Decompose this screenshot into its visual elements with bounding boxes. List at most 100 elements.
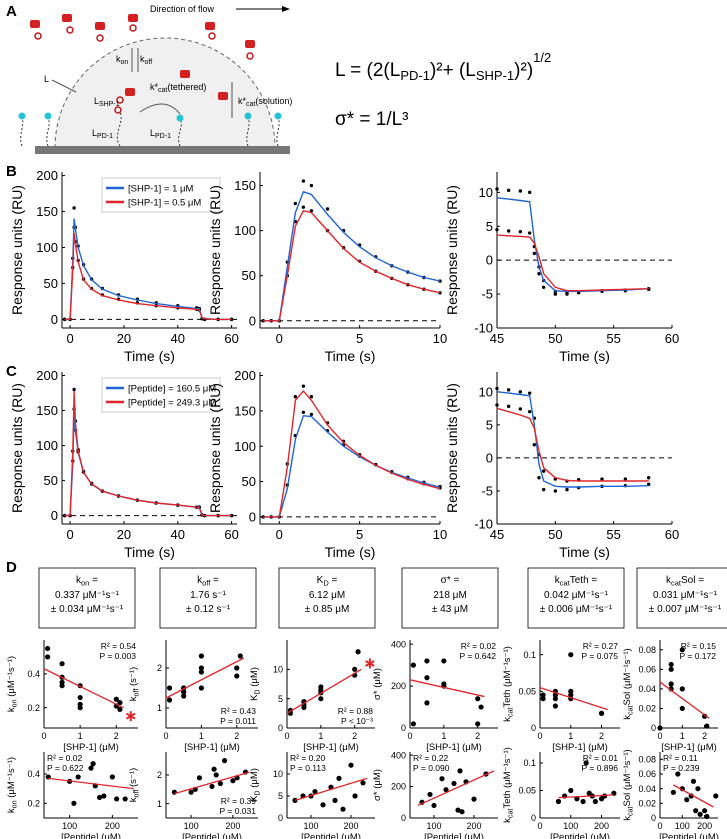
header-line: 0.042 μM⁻¹s⁻¹ xyxy=(544,590,609,601)
data-point xyxy=(537,272,541,276)
sym: k xyxy=(128,696,139,701)
rich-label: σ* = xyxy=(441,575,460,586)
x-axis-label: Time (s) xyxy=(124,348,175,364)
data-point xyxy=(471,796,477,802)
significance-star xyxy=(125,711,136,722)
x-tick-label: 200 xyxy=(225,821,240,831)
header-line: 0.031 μM⁻¹s⁻¹ xyxy=(653,590,718,601)
x-tick-label: 0 xyxy=(657,821,662,831)
data-point xyxy=(424,700,430,706)
sub: D xyxy=(254,689,262,694)
y-tick-label: 0.4 xyxy=(27,669,40,679)
data-point xyxy=(318,696,324,702)
header-box xyxy=(159,567,257,629)
data-point xyxy=(702,808,708,814)
x-tick-label: 2 xyxy=(234,731,239,741)
data-point xyxy=(541,285,546,290)
sym: L xyxy=(92,128,97,138)
data-point xyxy=(565,487,569,492)
data-point xyxy=(122,796,128,802)
fit-statistic: P = 0.011 xyxy=(220,716,256,726)
fit-statistic: R² = 0.39 xyxy=(221,796,256,806)
data-point xyxy=(348,762,354,768)
header-line: 218 μM xyxy=(433,590,467,601)
x-tick-label: 1 xyxy=(318,731,323,741)
data-point xyxy=(198,653,204,659)
data-point xyxy=(198,665,204,671)
x-tick-label: 20 xyxy=(117,527,131,542)
data-point xyxy=(293,201,298,206)
koff-label: koff xyxy=(140,54,152,66)
sub: D xyxy=(254,790,262,795)
y-tick-label: 100 xyxy=(234,439,256,454)
sym: k xyxy=(6,707,17,712)
sym: σ* (μM) xyxy=(372,769,383,801)
data-point xyxy=(527,190,532,195)
fit-line xyxy=(263,390,441,518)
data-point xyxy=(171,789,177,795)
y-tick-label: 150 xyxy=(234,178,256,193)
sub: on xyxy=(11,699,19,707)
data-point xyxy=(684,797,690,803)
y-tick-label: 0.04 xyxy=(638,784,656,794)
sub: cat xyxy=(507,708,515,718)
l-pd1-label: LPD-1 xyxy=(92,128,113,140)
fit-line xyxy=(496,407,649,482)
data-point xyxy=(114,796,120,802)
fit-statistic: P = 0.003 xyxy=(100,651,137,661)
y-tick-label: 0 xyxy=(401,813,406,823)
data-point xyxy=(301,179,306,183)
sym: k xyxy=(622,715,633,720)
sym: σ* xyxy=(441,575,451,586)
data-point xyxy=(679,705,685,712)
x-tick-label: 50 xyxy=(548,331,562,346)
data-point xyxy=(301,410,306,414)
flow-label: Direction of flow xyxy=(150,4,215,14)
y-tick-label: 50 xyxy=(44,276,58,291)
data-point xyxy=(181,689,187,695)
sub: cat xyxy=(627,705,635,715)
sub: cat xyxy=(158,87,167,94)
header-line: ± 0.007 μM⁻¹s⁻¹ xyxy=(649,604,722,615)
panel-label: C xyxy=(6,363,17,380)
header-line: ± 0.006 μM⁻¹s⁻¹ xyxy=(540,604,613,615)
eq: = xyxy=(210,575,219,586)
x-tick-label: 1 xyxy=(441,731,446,741)
rich-label: kcatTeth (μM⁻¹s⁻¹) xyxy=(502,646,515,722)
y-tick-label: 0.08 xyxy=(638,754,656,764)
rest: Sol (μM⁻¹s⁻¹) xyxy=(622,648,633,705)
x-axis-label: [Peptide] (μM) xyxy=(301,832,361,839)
y-tick-label: 5 xyxy=(278,791,283,801)
sub: cat xyxy=(560,579,571,588)
y-tick-label: 5 xyxy=(278,694,283,704)
data-point xyxy=(88,765,94,771)
fit-line xyxy=(263,415,441,518)
y-tick-label: 0 xyxy=(401,723,406,733)
x-tick-label: 1 xyxy=(199,731,204,741)
data-point xyxy=(431,802,437,809)
fit-statistic: R² = 0.11 xyxy=(663,753,698,763)
header-box xyxy=(278,567,376,629)
sub: D xyxy=(323,579,329,588)
x-tick-label: 40 xyxy=(171,527,185,542)
data-point xyxy=(443,787,449,793)
rich-label: kon (μM⁻¹s⁻¹) xyxy=(6,757,19,813)
rest: (μM⁻¹s⁻¹) xyxy=(6,656,17,699)
flow-arrowhead xyxy=(282,6,290,12)
x-tick-label: 0 xyxy=(657,731,662,741)
data-point xyxy=(679,686,685,692)
equation-sigma: σ* = 1/L³ xyxy=(335,109,409,130)
data-point xyxy=(196,775,203,781)
y-tick-label: 0.02 xyxy=(638,704,656,714)
eq: Sol = xyxy=(681,575,704,586)
x-tick-label: 55 xyxy=(606,527,620,542)
x-tick-label: 100 xyxy=(426,821,441,831)
y-tick-label: 0 xyxy=(278,723,283,733)
sub: on xyxy=(81,579,89,588)
rich-label: kcatSol (μM⁻¹s⁻¹) xyxy=(622,648,635,719)
data-point xyxy=(704,813,710,820)
data-point xyxy=(62,513,67,518)
fit-line xyxy=(64,390,232,517)
data-point xyxy=(234,673,240,679)
sym: K xyxy=(249,795,260,802)
